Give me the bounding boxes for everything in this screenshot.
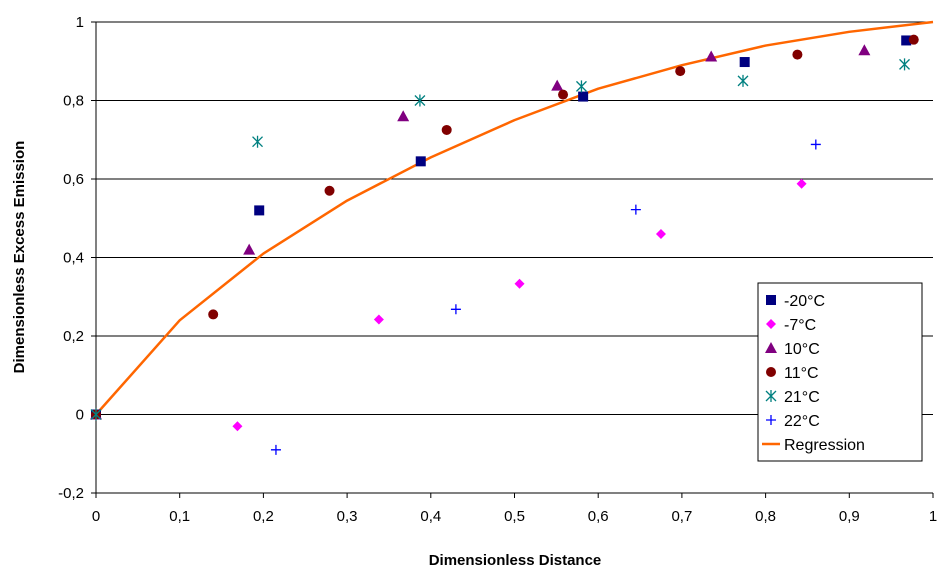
x-tick-label: 0,6	[588, 508, 609, 525]
legend-marker	[766, 295, 776, 305]
legend-label: 22°C	[784, 413, 820, 430]
data-point	[90, 408, 102, 421]
data-point	[514, 278, 525, 289]
legend-label: Regression	[784, 437, 865, 454]
y-tick-label: 0,4	[63, 250, 84, 267]
data-point	[232, 421, 243, 432]
legend-entry: 22°C	[766, 413, 820, 430]
legend-marker	[765, 390, 777, 402]
x-tick-label: 1	[929, 508, 937, 525]
plot-area	[90, 20, 934, 455]
x-tick-label: 0	[92, 508, 100, 525]
data-point	[441, 124, 452, 135]
legend-entry: 10°C	[765, 341, 820, 358]
x-tick-label: 0,3	[337, 508, 358, 525]
data-point	[576, 80, 587, 93]
y-tick-label: 0,8	[63, 93, 84, 110]
data-point	[270, 444, 281, 455]
x-tick-label: 0,7	[671, 508, 692, 525]
legend-entry: Regression	[762, 437, 865, 454]
legend-label: 21°C	[784, 389, 820, 406]
data-point	[415, 156, 426, 167]
data-point	[858, 44, 871, 56]
y-tick-label: 0,2	[63, 328, 84, 345]
data-point	[324, 185, 335, 196]
data-point	[739, 57, 750, 68]
legend-box	[757, 282, 923, 462]
data-point	[796, 178, 807, 189]
data-point	[397, 110, 410, 122]
data-point	[558, 89, 569, 100]
legend-marker	[766, 415, 776, 425]
data-point	[901, 35, 912, 46]
data-point	[675, 66, 686, 77]
y-tick-label: 1	[76, 14, 84, 31]
data-point	[414, 94, 426, 107]
legend-marker	[765, 342, 777, 353]
x-axis-title: Dimensionless Distance	[429, 552, 602, 569]
legend-label: -20°C	[784, 293, 825, 310]
y-tick-label: 0,6	[63, 171, 84, 188]
legend-label: -7°C	[784, 317, 816, 334]
legend-label: 10°C	[784, 341, 820, 358]
y-axis-title: Dimensionless Excess Emission	[11, 141, 28, 374]
x-tick-labels: 0 0,1 0,2 0,3 0,4 0,5 0,6 0,7 0,8 0,9 1	[92, 508, 937, 525]
legend-marker	[766, 319, 776, 329]
regression-line	[95, 20, 934, 416]
legend: -20°C -7°C 10°C 11°C 21°C 22°C Regression	[757, 282, 923, 462]
gridlines	[96, 21, 933, 494]
data-point	[737, 74, 749, 87]
data-point	[578, 91, 589, 102]
data-point	[208, 309, 219, 320]
data-point	[899, 58, 911, 71]
data-point	[655, 228, 666, 239]
legend-marker	[766, 367, 776, 377]
legend-label: 11°C	[784, 365, 819, 382]
x-tick-label: 0,9	[839, 508, 860, 525]
data-point	[810, 139, 821, 150]
y-tick-labels: -0,2 0 0,2 0,4 0,6 0,8 1	[58, 14, 84, 502]
data-point	[792, 49, 803, 60]
legend-entry: -20°C	[766, 293, 825, 310]
y-tick-label: -0,2	[58, 485, 84, 502]
data-point	[908, 34, 919, 45]
data-point	[705, 50, 718, 62]
x-tick-label: 0,8	[755, 508, 776, 525]
x-tick-label: 0,2	[253, 508, 274, 525]
legend-entry: 21°C	[765, 389, 820, 406]
data-point	[450, 304, 461, 315]
data-point	[252, 135, 264, 148]
legend-entry: 11°C	[766, 365, 819, 382]
data-point	[630, 204, 641, 215]
legend-entry: -7°C	[766, 317, 816, 334]
data-point	[243, 243, 256, 255]
data-point	[254, 205, 265, 216]
x-tick-label: 0,4	[420, 508, 441, 525]
x-tick-label: 0,5	[504, 508, 525, 525]
data-point	[373, 314, 384, 325]
data-point	[551, 79, 564, 91]
x-tick-label: 0,1	[169, 508, 190, 525]
y-tick-label: 0	[76, 407, 84, 424]
